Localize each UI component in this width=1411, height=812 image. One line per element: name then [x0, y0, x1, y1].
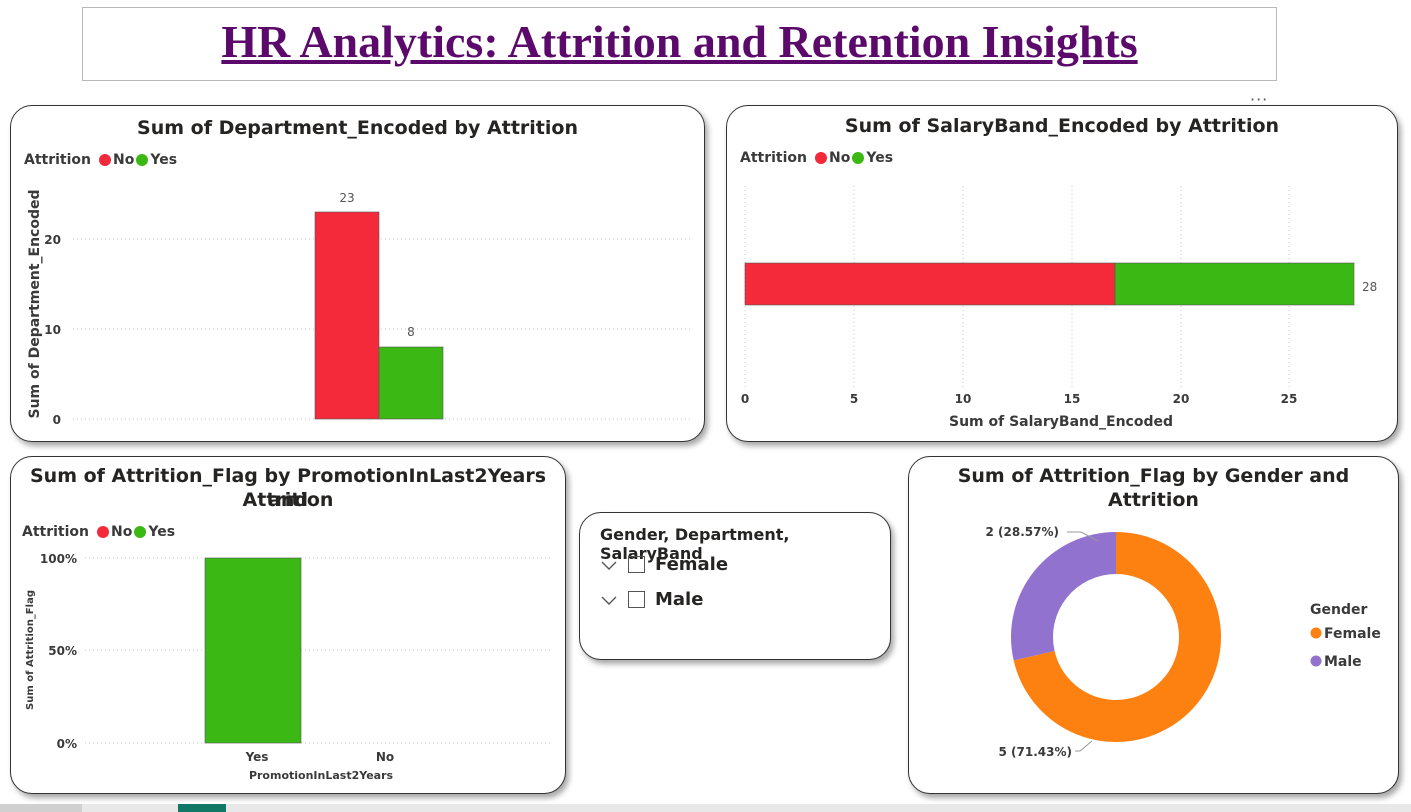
legend-title: Attrition	[740, 150, 807, 166]
x-tick-25: 25	[1281, 392, 1298, 406]
chart-title-line2: Attrition	[242, 489, 334, 511]
leader-line-female	[1075, 740, 1093, 752]
legend-item-yes[interactable]: Yes	[852, 150, 893, 166]
promotion-chart-card[interactable]: Sum of Attrition_Flag by PromotionInLast…	[10, 456, 566, 794]
donut-slice-male	[1011, 532, 1116, 661]
chart-title: Sum of Attrition_Flag by Gender and Attr…	[957, 465, 1350, 511]
bar-yes-promotion-yes	[204, 557, 302, 744]
slicer-label-female: Female	[655, 554, 729, 575]
x-tick-yes: Yes	[245, 750, 269, 764]
checkbox-male[interactable]	[628, 591, 645, 608]
legend-label-yes: Yes	[866, 150, 894, 166]
slicer-item-male[interactable]: Male	[600, 589, 703, 610]
data-label-male: 2 (28.57%)	[986, 525, 1059, 539]
gender-donut-chart-card[interactable]: Sum of Attrition_Flag by Gender and Attr…	[908, 456, 1399, 794]
x-tick-5: 5	[850, 392, 858, 406]
x-tick-no: No	[376, 750, 394, 764]
x-tick-15: 15	[1064, 392, 1081, 406]
legend-title: Attrition	[24, 152, 91, 168]
chevron-down-icon[interactable]	[600, 591, 618, 609]
data-label-yes: 8	[407, 325, 415, 339]
bar-no	[744, 262, 1116, 306]
legend-dot-no	[99, 154, 111, 166]
x-tick-20: 20	[1173, 392, 1190, 406]
legend-dot-male	[1310, 655, 1322, 667]
y-tick-0: 0	[53, 413, 61, 427]
data-label-no: 23	[339, 191, 354, 205]
chart-legend: Attrition No Yes	[740, 150, 895, 166]
legend-label-female: Female	[1324, 626, 1381, 642]
legend-dot-yes	[136, 154, 149, 166]
x-tick-0: 0	[741, 392, 749, 406]
legend-dot-no	[97, 526, 109, 538]
page-tab[interactable]	[0, 804, 82, 812]
legend-dot-yes	[134, 526, 147, 538]
legend-item-no[interactable]: No	[815, 150, 850, 166]
y-axis-label: Sum of Attrition_Flag	[25, 590, 36, 710]
bar-yes	[378, 346, 444, 420]
legend-item-no[interactable]: No	[97, 524, 132, 540]
legend-item-yes[interactable]: Yes	[136, 152, 177, 168]
page-title: HR Analytics: Attrition and Retention In…	[221, 16, 1138, 67]
legend-dot-yes	[852, 152, 865, 164]
x-tick-10: 10	[955, 392, 972, 406]
chevron-down-icon[interactable]	[600, 556, 618, 574]
legend-label-no: No	[113, 152, 135, 168]
bar-no	[314, 211, 380, 420]
x-axis-label: PromotionInLast2Years	[249, 769, 394, 782]
y-axis-label: Sum of Department_Encoded	[27, 189, 43, 418]
chart-legend: Attrition No Yes	[22, 524, 177, 540]
page-title-box: HR Analytics: Attrition and Retention In…	[82, 7, 1277, 81]
more-options-icon[interactable]: ···	[1250, 90, 1269, 109]
legend-label-yes: Yes	[150, 152, 178, 168]
legend-label-male: Male	[1324, 654, 1362, 670]
bar-yes	[1114, 262, 1355, 306]
slicer-title: Gender, Department, SalaryBand	[600, 525, 790, 563]
slicer-item-female[interactable]: Female	[600, 554, 728, 575]
leader-line-male	[1067, 531, 1099, 542]
legend-title: Attrition	[22, 524, 89, 540]
legend-title: Gender	[1310, 602, 1367, 618]
department-chart-svg: 0 10 20 Sum of Department_Encoded 23 8	[27, 189, 691, 427]
gender-donut-svg: 2 (28.57%) 5 (71.43%) Gender Female Male	[986, 525, 1381, 759]
data-label-female: 5 (71.43%)	[999, 745, 1072, 759]
chart-legend: Attrition No Yes	[24, 152, 179, 168]
chart-title-line1: Sum of Attrition_Flag by PromotionInLast…	[29, 465, 547, 511]
salaryband-chart-card[interactable]: Sum of SalaryBand_Encoded by Attrition A…	[726, 105, 1398, 442]
legend-item-no[interactable]: No	[99, 152, 134, 168]
legend-item-yes[interactable]: Yes	[134, 524, 175, 540]
y-tick-10: 10	[44, 323, 61, 337]
checkbox-female[interactable]	[628, 556, 645, 573]
legend-label-no: No	[829, 150, 851, 166]
y-tick-0: 0%	[57, 737, 77, 751]
y-tick-20: 20	[44, 233, 61, 247]
chart-title: Sum of Department_Encoded by Attrition	[137, 117, 578, 139]
y-tick-100: 100%	[40, 552, 77, 566]
total-label: 28	[1362, 280, 1377, 294]
legend-label-no: No	[111, 524, 133, 540]
legend-dot-no	[815, 152, 827, 164]
legend-dot-female	[1310, 627, 1322, 639]
chart-title: Sum of SalaryBand_Encoded by Attrition	[844, 115, 1280, 137]
page-tabs-bar	[0, 804, 1411, 812]
x-axis-label: Sum of SalaryBand_Encoded	[949, 414, 1173, 430]
legend-label-yes: Yes	[148, 524, 176, 540]
slicer-label-male: Male	[655, 589, 704, 610]
salaryband-chart-svg: 28 0 5 10 15 20 25 Sum of SalaryBand_Enc…	[741, 186, 1377, 430]
promotion-chart-svg: 100% 50% 0% Sum of Attrition_Flag Yes No…	[25, 552, 551, 782]
y-tick-50: 50%	[48, 644, 77, 658]
department-chart-card[interactable]: Sum of Department_Encoded by Attrition A…	[10, 105, 705, 442]
active-page-tab[interactable]	[178, 804, 226, 812]
donut-slice-female	[1013, 532, 1221, 742]
gender-slicer-card[interactable]: Gender, Department, SalaryBand Female Ma…	[579, 512, 891, 660]
